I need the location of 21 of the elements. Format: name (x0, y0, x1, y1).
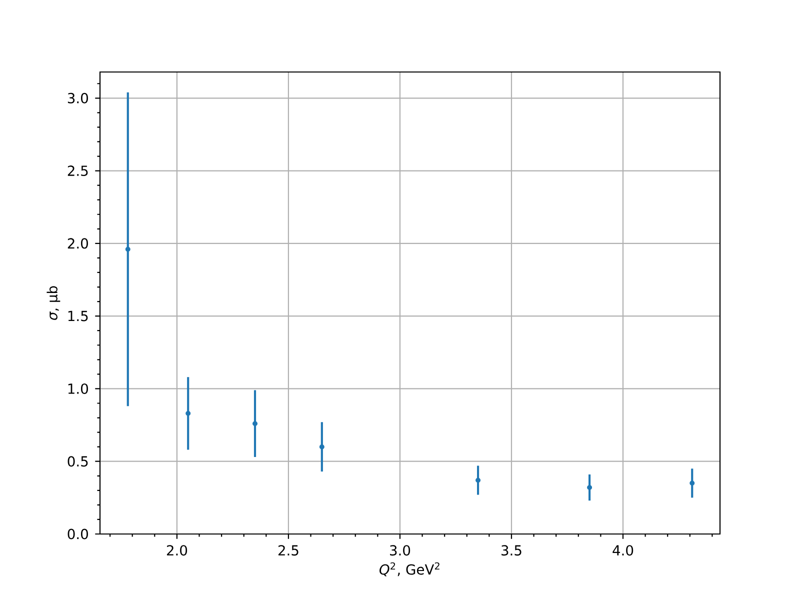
x-tick-label: 3.0 (390, 545, 410, 556)
y-axis-title: σ, μb (46, 286, 60, 320)
y-tick-label: 0.5 (68, 456, 88, 467)
point (319, 444, 324, 450)
y-tick-label: 1.0 (68, 383, 88, 394)
x-tick-label: 4.0 (612, 545, 634, 556)
point (125, 246, 130, 252)
x-tick-label: 3.5 (502, 545, 522, 556)
point (587, 485, 592, 490)
point (476, 478, 481, 483)
x-axis-title: Q$^{2}$, GeV$^{2}$ (380, 562, 440, 576)
x-tick-label: 2.0 (166, 545, 188, 556)
y-tick-label: 1.5 (68, 310, 88, 322)
y-tick-label: 0.0 (68, 528, 88, 540)
point (252, 421, 258, 426)
y-tick-label: 2.0 (68, 238, 88, 249)
y-tick-label: 2.5 (68, 166, 88, 176)
x-tick-label: 2.5 (278, 545, 298, 556)
y-tick-label: 3.0 (68, 92, 88, 104)
point (186, 410, 191, 416)
point (690, 480, 695, 486)
